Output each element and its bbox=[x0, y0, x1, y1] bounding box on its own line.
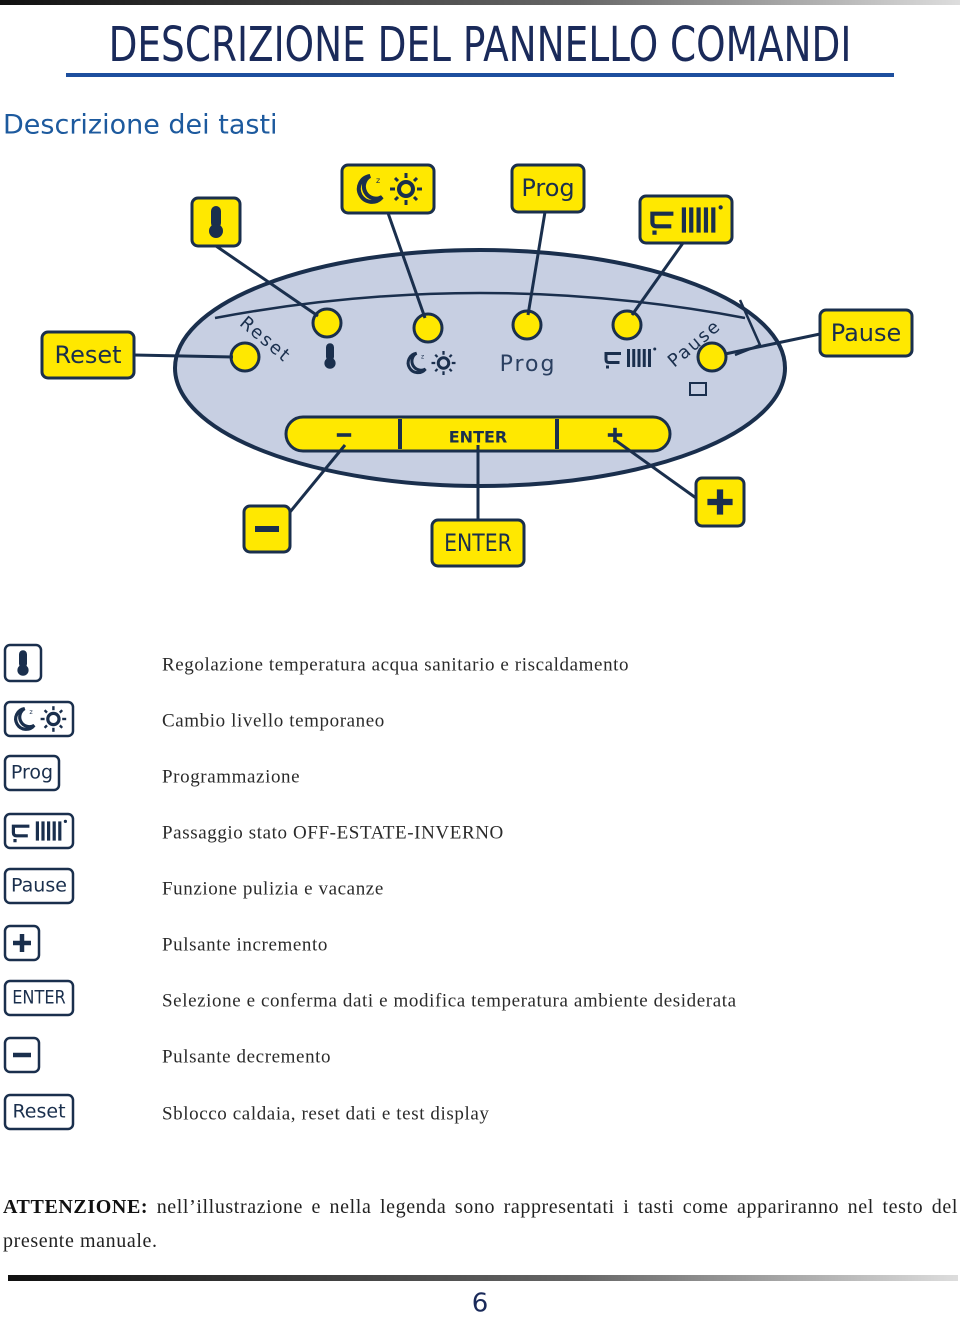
legend-key-label: ENTER bbox=[12, 987, 66, 1009]
legend-icon bbox=[13, 1052, 31, 1058]
leader-line bbox=[630, 242, 685, 316]
mode-button[interactable] bbox=[611, 309, 643, 341]
prog-button[interactable] bbox=[511, 309, 543, 341]
bottom-rule bbox=[8, 1275, 958, 1281]
enter-callout bbox=[430, 518, 526, 568]
reset-callout bbox=[40, 330, 136, 380]
temperature-button[interactable] bbox=[311, 307, 343, 339]
page-title: DESCRIZIONE DEL PANNELLO COMANDI bbox=[109, 17, 852, 73]
leader-line bbox=[526, 211, 547, 316]
legend-description: Selezione e conferma dati e modifica tem… bbox=[162, 990, 737, 1011]
panel-enter-label[interactable]: ENTER bbox=[449, 428, 507, 447]
prog-callout-label: Prog bbox=[521, 174, 574, 202]
prog-callout bbox=[510, 163, 586, 214]
leader-line bbox=[133, 353, 234, 359]
notice-text: nell’illustrazione e nella legenda sono … bbox=[3, 1196, 958, 1252]
leader-line bbox=[288, 444, 347, 513]
panel-prog-label: Prog bbox=[500, 352, 557, 377]
level-button[interactable] bbox=[412, 312, 444, 344]
leader-line bbox=[724, 332, 821, 356]
panel-temperature-icon bbox=[324, 343, 336, 369]
leader-line bbox=[614, 438, 697, 500]
panel-indicator bbox=[689, 382, 707, 396]
legend-description: Passaggio stato OFF-ESTATE-INVERNO bbox=[162, 822, 504, 843]
legend-description: Programmazione bbox=[162, 766, 300, 787]
subtitle: Descrizione dei tasti bbox=[3, 110, 278, 141]
legend-icon bbox=[17, 650, 29, 676]
legend-description: Pulsante decremento bbox=[162, 1046, 331, 1067]
reset-button[interactable] bbox=[229, 341, 261, 373]
legend-key bbox=[3, 867, 75, 905]
legend-description: Funzione pulizia e vacanze bbox=[162, 878, 384, 899]
notice-label: ATTENZIONE: bbox=[3, 1196, 149, 1218]
panel-diagram: LuMaMeGiVeSaDo Reset Prog Pause ENTER bbox=[40, 163, 914, 568]
pause-callout bbox=[818, 308, 914, 358]
legend-key bbox=[3, 979, 75, 1017]
legend-key bbox=[3, 1093, 75, 1131]
leader-line bbox=[215, 244, 319, 318]
pause-callout-label: Pause bbox=[831, 319, 902, 347]
panel-minus-button[interactable] bbox=[336, 433, 352, 437]
legend-key-label: Reset bbox=[12, 1101, 65, 1123]
legend-key bbox=[3, 754, 61, 792]
panel-line bbox=[214, 291, 746, 320]
legend: Regolazione temperatura acqua sanitario … bbox=[3, 643, 737, 1131]
notice: ATTENZIONE: nell’illustrazione e nella l… bbox=[3, 1190, 958, 1258]
legend-key-label: Prog bbox=[11, 762, 53, 784]
temperature-icon bbox=[209, 206, 223, 238]
page-number: 6 bbox=[472, 1289, 489, 1319]
legend-description: Cambio livello temporaneo bbox=[162, 710, 385, 731]
legend-description: Pulsante incremento bbox=[162, 934, 328, 955]
minus-icon bbox=[255, 526, 279, 532]
legend-key-label: Pause bbox=[11, 875, 67, 897]
reset-callout-label: Reset bbox=[54, 341, 121, 369]
top-rule bbox=[0, 0, 960, 5]
legend-description: Sblocco caldaia, reset dati e test displ… bbox=[162, 1103, 490, 1124]
leader-line bbox=[386, 212, 427, 319]
enter-callout-label: ENTER bbox=[444, 529, 512, 557]
legend-description: Regolazione temperatura acqua sanitario … bbox=[162, 654, 629, 675]
pause-button[interactable] bbox=[696, 341, 728, 373]
